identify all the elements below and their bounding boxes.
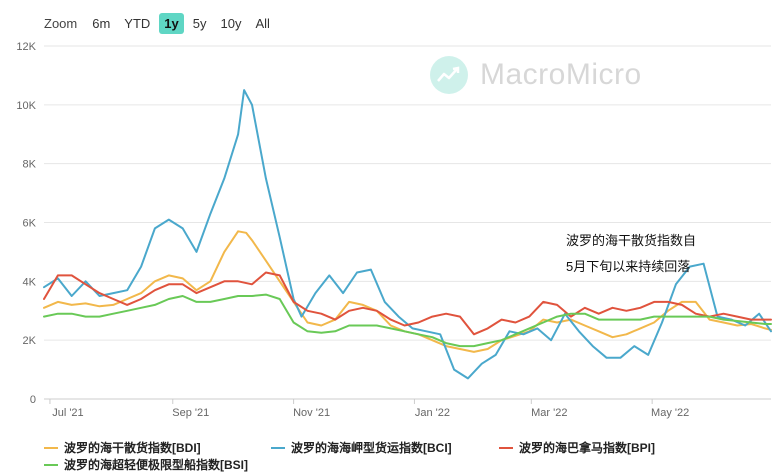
y-tick-label: 10K xyxy=(16,100,36,112)
zoom-10y-button[interactable]: 10y xyxy=(220,15,242,31)
zoom-1y-button[interactable]: 1y xyxy=(159,12,184,34)
legend-label-bpi: 波罗的海巴拿马指数[BPI] xyxy=(519,441,655,455)
y-tick-label: 6K xyxy=(23,218,37,230)
x-tick-label: Mar '22 xyxy=(531,407,567,419)
y-tick-label: 2K xyxy=(23,335,37,347)
legend-swatch-bsi xyxy=(44,463,58,466)
legend-label-bsi: 波罗的海超轻便极限型船指数[BSI] xyxy=(64,458,248,472)
x-tick-label: Sep '21 xyxy=(172,407,209,419)
legend-swatch-bpi xyxy=(499,446,513,449)
legend-item-bpi[interactable]: 波罗的海巴拿马指数[BPI] xyxy=(499,439,655,456)
x-tick-label: May '22 xyxy=(651,407,689,419)
series-line-bsi xyxy=(43,293,772,348)
y-tick-label: 4K xyxy=(23,276,37,288)
zoom-ytd-button[interactable]: YTD xyxy=(124,15,151,31)
x-tick-label: Jul '21 xyxy=(52,407,83,419)
series-line-bci xyxy=(43,89,772,380)
legend-swatch-bci xyxy=(271,446,285,449)
annotation-line-2: 5月下旬以来持续回落 xyxy=(566,259,691,274)
annotation-line-1: 波罗的海干散货指数自 xyxy=(566,233,697,248)
zoom-all-button[interactable]: All xyxy=(255,15,270,31)
legend-item-bsi[interactable]: 波罗的海超轻便极限型船指数[BSI] xyxy=(44,456,248,473)
y-tick-label: 0 xyxy=(30,394,36,406)
legend-item-bci[interactable]: 波罗的海海岬型货运指数[BCI] xyxy=(271,439,452,456)
legend-label-bdi: 波罗的海干散货指数[BDI] xyxy=(64,441,201,455)
zoom-label: Zoom xyxy=(44,15,78,31)
legend-swatch-bdi xyxy=(44,446,58,449)
y-tick-label: 8K xyxy=(23,159,37,171)
zoom-5y-button[interactable]: 5y xyxy=(192,15,207,31)
x-tick-label: Nov '21 xyxy=(293,407,330,419)
x-tick-label: Jan '22 xyxy=(415,407,450,419)
legend-item-bdi[interactable]: 波罗的海干散货指数[BDI] xyxy=(44,439,201,456)
zoom-bar: Zoom 6m YTD 1y 5y 10y All xyxy=(44,11,275,35)
chart-annotation: 波罗的海干散货指数自 5月下旬以来持续回落 xyxy=(566,228,696,280)
zoom-6m-button[interactable]: 6m xyxy=(92,15,111,31)
legend-label-bci: 波罗的海海岬型货运指数[BCI] xyxy=(291,441,452,455)
y-tick-label: 12K xyxy=(16,41,36,53)
series-line-bpi xyxy=(43,271,772,336)
